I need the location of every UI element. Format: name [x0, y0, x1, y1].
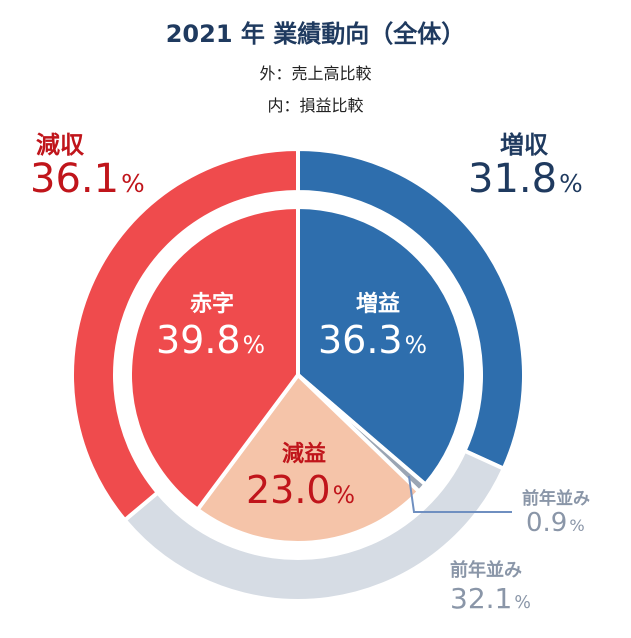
- outer-value-increase: 31.8%: [468, 156, 583, 202]
- inner-value-profit-up: 36.3%: [318, 318, 427, 362]
- outer-label-flat: 前年並み: [450, 560, 522, 581]
- outer-value-decrease: 36.1%: [30, 156, 145, 202]
- inner-value-flat: 0.9%: [526, 508, 585, 538]
- outer-label-increase: 増収: [500, 131, 548, 159]
- inner-value-loss: 39.8%: [156, 318, 265, 362]
- outer-label-decrease: 減収: [36, 131, 84, 159]
- outer-slice-2: [70, 146, 300, 523]
- leader-line-inner-flat: [407, 475, 512, 513]
- inner-label-flat: 前年並み: [522, 489, 590, 509]
- chart-subtitle-inner: 内：損益比較: [267, 96, 364, 115]
- outer-value-flat: 32.1%: [450, 582, 531, 615]
- chart-subtitle-outer: 外：売上高比較: [259, 64, 372, 83]
- inner-slice-3: [128, 204, 300, 513]
- inner-slice-0: [296, 204, 468, 488]
- inner-label-loss: 赤字: [190, 292, 235, 317]
- inner-value-profit-down: 23.0%: [246, 468, 355, 512]
- inner-label-profit-up: 増益: [356, 292, 401, 317]
- chart-title: 2021 年 業績動向（全体）: [165, 20, 466, 48]
- inner-label-profit-down: 減益: [282, 442, 327, 467]
- inner-slice-2: [194, 371, 422, 545]
